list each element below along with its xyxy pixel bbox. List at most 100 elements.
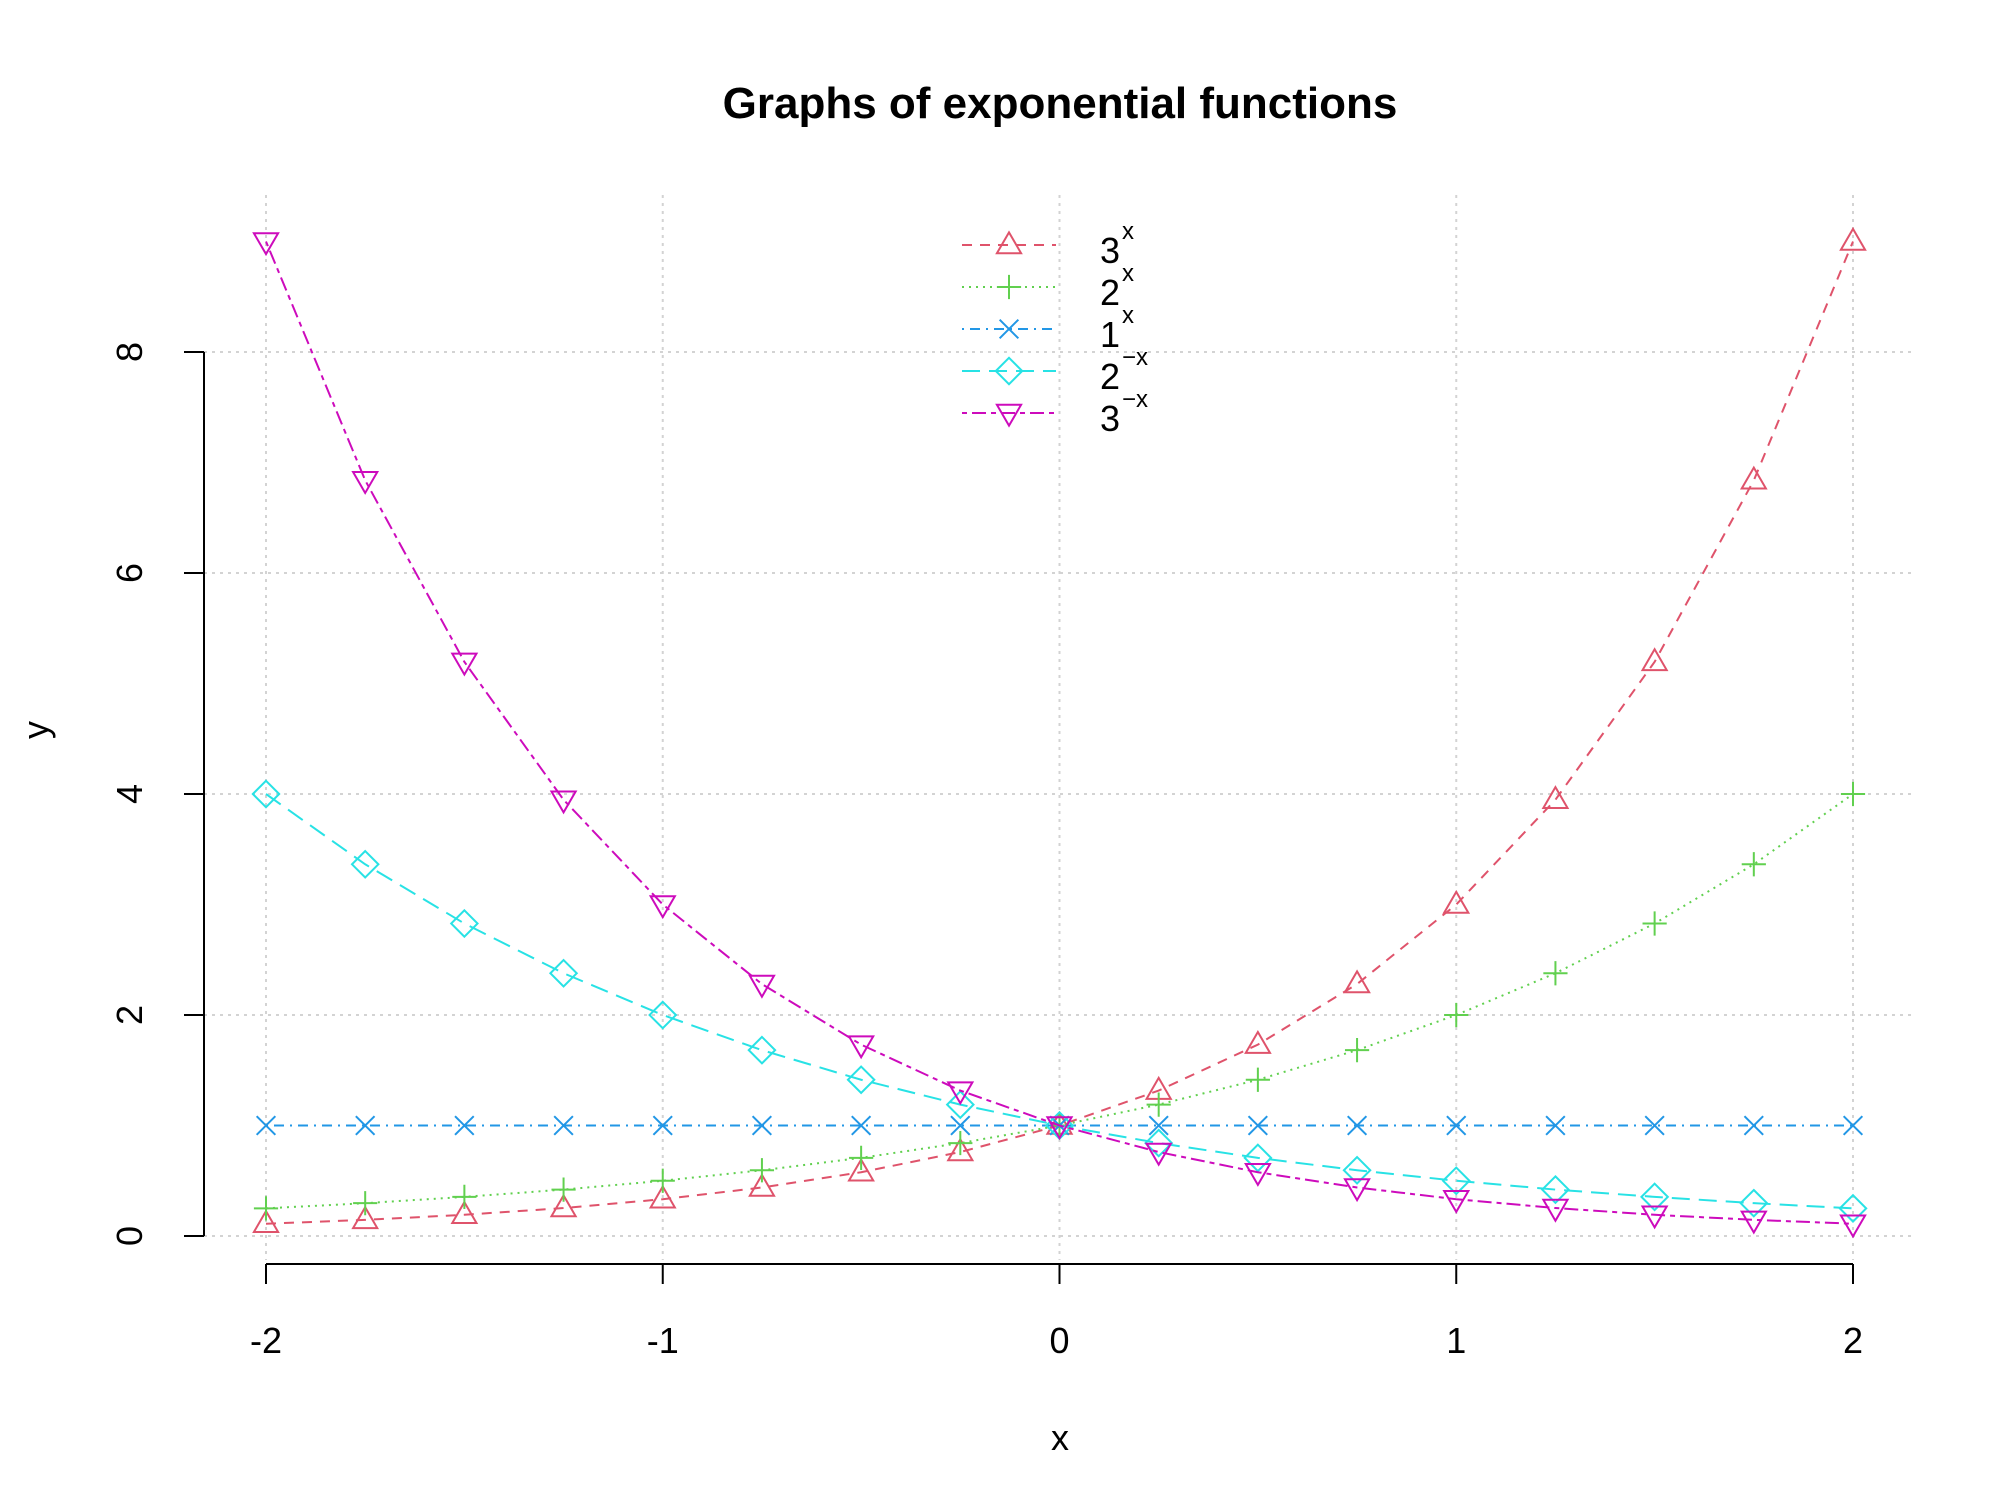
series-line	[265, 793, 1854, 1210]
data-point	[1442, 1189, 1471, 1214]
grid	[204, 195, 1915, 1260]
legend-marker	[995, 230, 1023, 255]
data-point	[748, 974, 776, 999]
legend-label: 3	[1100, 398, 1120, 439]
legend-exponent: −x	[1122, 386, 1148, 413]
data-point	[355, 1115, 376, 1136]
legend: 3 x2 x1 x2 −x3 −x	[962, 218, 1148, 439]
data-point	[1347, 1115, 1368, 1136]
data-point	[652, 1115, 673, 1136]
data-point	[452, 1184, 477, 1209]
legend-exponent: x	[1122, 260, 1134, 287]
data-point	[950, 1115, 971, 1136]
data-point	[353, 1191, 378, 1216]
data-point	[551, 1177, 576, 1202]
y-tick-label: 6	[109, 563, 150, 583]
data-point	[1343, 1178, 1371, 1203]
data-point	[847, 1157, 875, 1182]
legend-exponent: x	[1122, 302, 1134, 329]
data-point	[1446, 1115, 1467, 1136]
data-point	[1247, 1115, 1268, 1136]
data-point	[1739, 1210, 1768, 1235]
legend-exponent: x	[1122, 218, 1134, 245]
series-group	[251, 226, 1868, 1239]
series-line	[265, 793, 1854, 1210]
data-point	[1441, 1166, 1471, 1196]
data-point	[1644, 1115, 1665, 1136]
data-point	[1840, 781, 1866, 807]
data-point	[948, 1130, 973, 1156]
x-tick-label: 1	[1446, 1320, 1466, 1361]
data-point	[1541, 1198, 1570, 1223]
data-point	[351, 1205, 380, 1230]
data-point	[1842, 1115, 1864, 1136]
series-line	[265, 241, 1854, 1225]
data-point	[1743, 1115, 1764, 1136]
legend-marker	[998, 318, 1020, 340]
data-point	[251, 779, 281, 809]
data-point	[1541, 785, 1570, 809]
series-5	[252, 232, 1867, 1239]
chart-title: Graphs of exponential functions	[723, 79, 1398, 128]
data-point	[849, 1145, 874, 1170]
series-2	[253, 781, 1866, 1221]
x-axis-label: x	[1051, 1417, 1069, 1458]
x-tick-label: 2	[1843, 1320, 1863, 1361]
data-point	[351, 471, 380, 495]
data-point	[450, 652, 479, 677]
data-point	[1741, 852, 1766, 877]
data-point	[449, 908, 479, 939]
data-point	[255, 1115, 277, 1136]
data-point	[1640, 1182, 1670, 1212]
data-point	[851, 1115, 872, 1136]
y-axis-label: y	[15, 721, 56, 739]
data-point	[1442, 889, 1471, 914]
y-tick-label: 4	[109, 784, 150, 804]
data-point	[1144, 1128, 1174, 1158]
data-point	[548, 958, 579, 988]
data-point	[946, 1137, 975, 1162]
data-point	[1640, 1205, 1669, 1230]
data-point	[1444, 1002, 1469, 1028]
data-point	[1545, 1115, 1566, 1136]
data-point	[1342, 1155, 1372, 1185]
data-point	[549, 1193, 578, 1218]
y-tick-label: 2	[109, 1005, 150, 1025]
data-point	[1543, 961, 1568, 986]
data-point	[1243, 1143, 1273, 1173]
y-tick-label: 0	[109, 1226, 150, 1246]
data-point	[747, 1035, 777, 1065]
legend-label: 2	[1100, 272, 1120, 313]
data-point	[648, 895, 677, 920]
legend-label: 1	[1100, 314, 1120, 355]
legend-label: 3	[1100, 230, 1120, 271]
data-point	[1739, 1188, 1769, 1218]
data-point	[1838, 1193, 1868, 1223]
data-point	[846, 1065, 876, 1095]
data-point	[1540, 1174, 1571, 1205]
data-point	[946, 1081, 975, 1106]
data-point	[748, 1172, 776, 1197]
data-point	[1344, 1038, 1370, 1063]
data-point	[253, 1196, 279, 1221]
data-point	[749, 1158, 775, 1183]
data-point	[1839, 226, 1867, 251]
legend-item: 2 −x	[962, 344, 1148, 397]
data-point	[648, 1184, 677, 1209]
data-point	[1739, 465, 1768, 490]
data-point	[1144, 1142, 1173, 1167]
data-point	[1244, 1162, 1272, 1187]
data-point	[553, 1115, 574, 1136]
legend-label: 2	[1100, 356, 1120, 397]
legend-item: 3 −x	[962, 386, 1148, 439]
data-point	[252, 1209, 280, 1233]
axes: -2 -1 0 1 2 0 2 4 6 8	[109, 342, 1863, 1361]
legend-marker	[995, 403, 1023, 428]
data-point	[751, 1115, 772, 1136]
data-point	[945, 1090, 975, 1120]
data-point	[650, 1168, 675, 1193]
